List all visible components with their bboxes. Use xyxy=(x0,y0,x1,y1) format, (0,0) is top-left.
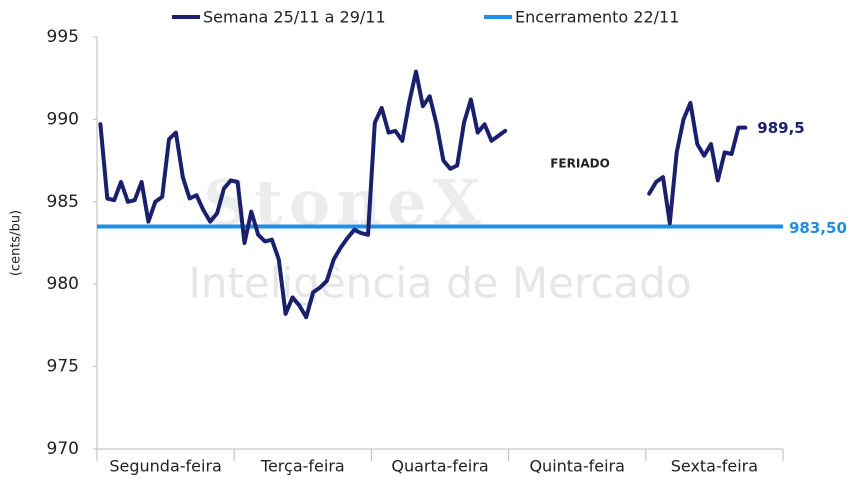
x-tick-label: Quinta-feira xyxy=(529,457,624,476)
legend-label: Semana 25/11 a 29/11 xyxy=(203,8,386,27)
x-tick-label: Segunda-feira xyxy=(109,457,221,476)
x-tick-label: Sexta-feira xyxy=(671,457,758,476)
y-tick-label: 985 xyxy=(47,192,79,212)
y-tick-label: 990 xyxy=(47,109,79,129)
reference-label: 983,50 xyxy=(789,219,847,237)
value-label: 989,5 xyxy=(757,119,804,137)
y-tick-label: 975 xyxy=(47,357,79,377)
watermark: Inteligência de Mercado xyxy=(188,259,691,308)
y-tick-label: 980 xyxy=(47,274,79,294)
annotation: FERIADO xyxy=(550,157,610,171)
series-line xyxy=(98,69,748,320)
legend-label: Encerramento 22/11 xyxy=(515,8,679,27)
y-tick-label: 970 xyxy=(47,439,79,459)
x-tick-label: Quarta-feira xyxy=(391,457,488,476)
x-tick-label: Terça-feira xyxy=(260,457,345,476)
y-tick-label: 995 xyxy=(47,27,79,47)
y-axis-label: (cents/bu) xyxy=(9,210,24,276)
